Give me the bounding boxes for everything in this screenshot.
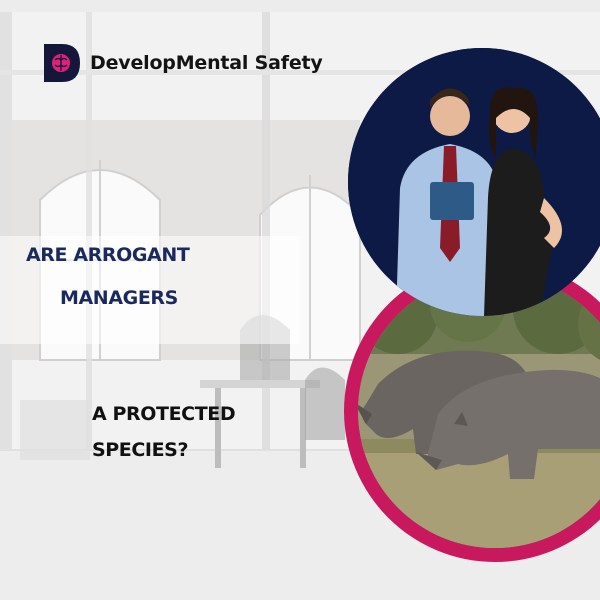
headline-line-2: MANAGERS — [60, 287, 178, 309]
question-line-1: A PROTECTED — [92, 403, 236, 425]
question-line-2: SPECIES? — [92, 439, 189, 461]
headline-band — [0, 236, 300, 344]
headline-line-1: ARE ARROGANT — [26, 244, 190, 266]
brand-header: DevelopMental Safety — [42, 42, 323, 84]
business-people-illustration — [348, 48, 600, 316]
brain-logo-icon — [44, 44, 80, 82]
brand-name: DevelopMental Safety — [90, 52, 323, 74]
question-text: A PROTECTED SPECIES? — [92, 396, 236, 468]
business-people-photo — [348, 48, 600, 316]
